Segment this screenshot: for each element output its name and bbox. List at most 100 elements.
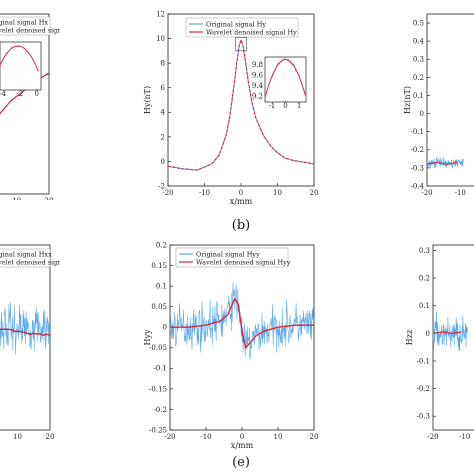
hx-legend-entry: Wavelet denoised signal Hx [0,26,79,34]
hx-panel: 10 20 Original signal HxWavelet denoised s… [0,13,79,205]
hy-ytick-label: 4 [161,109,166,117]
hx-inset-denoised-line [0,45,39,72]
hx-inset-xtick-label: 0 [34,90,38,98]
hyy-ytick-label: -0.05 [149,344,167,352]
hzz-panel: 0.3 0.2 0.1 0 -0.1 -0.2 -0.3 -20 -10 Hzz [405,244,474,441]
hy-xtick-label: 0 [239,189,243,197]
hyy-ytick-label: 0.2 [156,241,167,249]
panel-label-e: (e) [232,455,250,470]
hy-inset: 9.8 9.6 9.4 9.2 -1 0 1 [252,56,307,110]
hy-xtick-label: 10 [273,189,282,197]
hxx-panel: 10 20 Original signal HxxWavelet denoised … [0,244,83,441]
hy-inset-xtick-label: 0 [283,102,287,110]
hz-panel: 0.5 0.4 0.3 0.2 0.1 0 -0.1 -0.2 -0.3 -0.4-20 -10 Hz… [403,13,474,197]
hzz-ytick-label: -0.1 [417,357,431,365]
hx-inset-xtick-label: -2 [16,90,23,98]
hyy-denoised-series-line [170,297,314,349]
hzz-xtick-label: -10 [459,433,470,441]
hy-zoom-region [235,37,247,52]
hz-ytick-label: 0.2 [413,74,424,82]
hzz-ytick-label: -0.3 [417,413,431,421]
hy-xtick-label: 20 [310,189,319,197]
hyy-ytick-label: -0.1 [154,365,168,373]
hz-ytick-label: -0.3 [411,164,425,172]
hx-plot-frame [0,13,50,195]
panel-label-b: (b) [232,218,250,233]
hyy-xtick-label: 0 [240,433,244,441]
hy-xtick-label: -20 [162,189,173,197]
hx-inset-frame [0,41,42,91]
hzz-xtick-label: -20 [427,433,438,441]
hzz-ytick-label: -0.2 [417,385,431,393]
hyy-ytick-label: -0.25 [149,426,167,434]
hzz-ytick-label: 0.2 [419,275,430,283]
hxx-denoised-series-line [0,328,51,337]
hx-inset-xtick-label: -4 [0,90,6,98]
hyy-legend-box [175,247,289,268]
hy-legend-box [185,17,299,38]
hy-inset-frame [264,56,307,103]
hy-ytick-label: 6 [161,84,166,92]
hy-x-axis-label: x/mm [230,197,253,206]
hz-ytick-label: 0 [420,110,424,118]
hy-ytick-label: -2 [158,182,165,190]
hz-ytick-label: -0.1 [411,128,425,136]
hy-y-axis-label: Hy(nT) [143,86,152,114]
hxx-original-series-line [0,302,51,355]
hy-legend-entry: Original signal Hy [206,20,266,28]
hz-y-axis-label: Hz(nT) [403,86,412,114]
hxx-legend-entry: Original signal Hxx [0,250,52,258]
hz-ytick-label: 0.4 [413,38,425,46]
hx-legend-box [0,16,51,36]
hy-ytick-label: 8 [161,60,165,68]
hy-inset-xtick-label: 1 [297,102,301,110]
hyy-ytick-label: 0 [163,324,167,332]
hy-inset-ytick-label: 9.6 [252,72,264,80]
hzz-original-series-line [432,311,468,352]
hyy-ytick-label: 0.05 [151,303,167,311]
hyy-xtick-label: -10 [200,433,211,441]
hy-legend-entry: Wavelet denoised signal Hy [206,28,297,36]
hxx-legend-entry: Wavelet denoised signal Hxx [0,258,83,266]
hz-ytick-label: -0.2 [411,146,425,154]
hyy-x-axis-label: x/mm [231,441,254,450]
hy-ytick-label: 0 [161,158,165,166]
hz-ytick-label: -0.4 [411,182,425,190]
hy-inset-ytick-label: 9.8 [252,61,263,69]
hz-ytick-label: 0.5 [413,19,424,27]
hxx-xtick-label: 10 [13,433,22,441]
hyy-ytick-label: -0.15 [149,385,167,393]
hyy-xtick-label: -20 [164,433,175,441]
hz-ytick-label: 0.3 [413,56,424,64]
hy-ytick-label: 12 [156,10,165,18]
hy-inset-denoised-line [264,59,306,98]
hzz-ytick-label: 0 [426,330,430,338]
hyy-ytick-label: 0.1 [156,283,167,291]
hyy-xtick-label: 10 [274,433,283,441]
hy-ytick-label: 2 [161,133,165,141]
hy-inset-ytick-label: 9.2 [252,93,263,101]
hyy-legend-entry: Wavelet denoised signal Hyy [196,258,291,266]
hyy-legend-entry: Original signal Hyy [196,250,260,258]
hz-xtick-label: -20 [421,189,432,197]
hy-inset-xtick-label: -1 [268,102,275,110]
hyy-ytick-label: -0.2 [154,406,168,414]
hy-inset-ytick-label: 9.4 [252,82,264,90]
hzz-denoised-series-line [432,331,462,335]
hxx-plot-frame [0,244,51,431]
hz-xtick-label: -10 [455,189,466,197]
hz-denoised-series-line [426,161,458,165]
hyy-original-series-line [169,282,315,360]
hyy-xtick-label: 20 [310,433,319,441]
hxx-xtick-label: 20 [46,433,55,441]
hz-original-series-line [426,156,464,169]
hxx-legend-box [0,248,51,268]
hx-xtick-label: 20 [45,197,54,205]
hyy-y-axis-label: Hyy [143,329,152,345]
hy-denoised-series-line [167,39,315,171]
hzz-ytick-label: 0.1 [419,302,430,310]
hx-xtick-label: 10 [12,197,21,205]
